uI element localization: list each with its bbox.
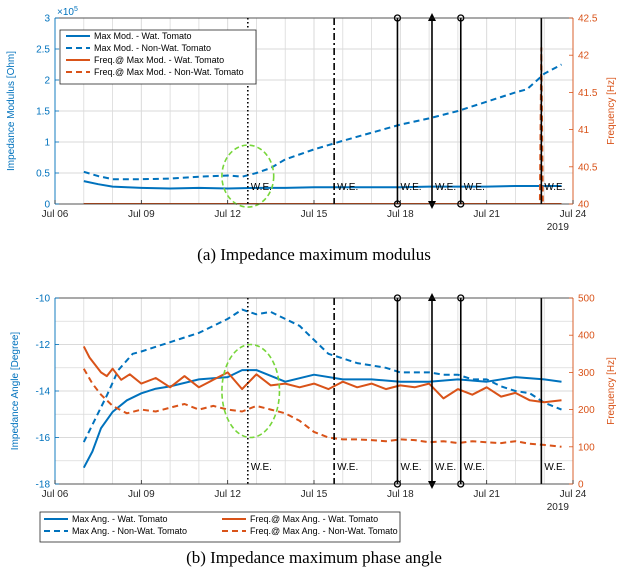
c0-y-tick-label-left-3: 1.5 (36, 107, 50, 118)
c0-x-tick-label-0: Jul 06 (42, 209, 69, 220)
c0-event-label-1: W.E. (337, 182, 358, 193)
c1-legend-label-0: Max Ang. - Wat. Tomato (72, 514, 168, 524)
c0-event-label-4: W.E. (464, 182, 485, 193)
c1-x-tick-label-0: Jul 06 (42, 489, 69, 500)
c1-y-tick-label-right-0: 0 (578, 480, 584, 491)
c1-y-tick-label-left-1: -16 (36, 433, 51, 444)
legend-box (59, 29, 257, 85)
c0-y-tick-label-right-4: 42 (578, 51, 590, 62)
c1-legend-label-3: Freq.@ Max Ang. - Non-Wat. Tomato (250, 526, 398, 536)
c0-x-tick-label-2: Jul 12 (214, 209, 241, 220)
c1-y-tick-label-right-4: 400 (578, 331, 595, 342)
c1-event-label-3: W.E. (435, 462, 456, 473)
c0-y-tick-label-left-2: 1 (44, 138, 50, 149)
c1-y-tick-label-right-1: 100 (578, 442, 595, 453)
caption-a: (a) Impedance maximum modulus (197, 245, 431, 264)
c0-y-axis-title-left: Impedance Modulus [Ohm] (6, 51, 17, 171)
c1-y-axis-title-right: Frequency [Hz] (606, 357, 617, 425)
c0-y-tick-label-left-6: 3 (44, 14, 50, 25)
c1-series-3-line (82, 368, 562, 448)
c1-y-tick-label-right-3: 300 (578, 368, 595, 379)
c1-event-marker-bottom-3 (427, 481, 436, 489)
c1-event-label-4: W.E. (464, 462, 485, 473)
c0-x-tick-label-3: Jul 15 (301, 209, 328, 220)
series-group (82, 308, 562, 469)
c1-legend-label-1: Max Ang. - Non-Wat. Tomato (72, 526, 187, 536)
c0-event-marker-top-3 (427, 13, 436, 21)
c0-legend-label-2: Freq.@ Max Mod. - Wat. Tomato (94, 55, 224, 65)
c0-y-axis-title-right: Frequency [Hz] (606, 77, 617, 145)
chart-phase-angle: W.E. W.E. W.E. W.E. W.E. W.E. Jul 06 Jul 09 Jul … (10, 293, 617, 543)
c0-x-tick-label-5: Jul 21 (473, 209, 500, 220)
c1-y-tick-label-left-3: -12 (36, 340, 51, 351)
c0-y-tick-label-left-0: 0 (44, 200, 50, 211)
c0-y-exponent-label: ×105 (57, 6, 78, 18)
c1-legend-label-2: Freq.@ Max Ang. - Wat. Tomato (250, 514, 378, 524)
c1-highlight-ellipse (221, 343, 281, 439)
c0-x-tick-label-1: Jul 09 (128, 209, 155, 220)
c1-series-1-line (82, 308, 562, 443)
c1-series-2-line (82, 345, 562, 404)
c0-event-marker-bottom-3 (427, 201, 436, 209)
c0-highlight-ellipse (221, 144, 275, 208)
c1-event-label-0: W.E. (251, 462, 272, 473)
c0-series-1-line (83, 63, 562, 181)
c1-y-axis-title-left: Impedance Angle [Degree] (10, 332, 21, 451)
c0-series-0-line (83, 180, 562, 190)
c0-event-label-5: W.E. (544, 182, 565, 193)
c0-event-label-3: W.E. (435, 182, 456, 193)
c0-x-tick-label-6: Jul 24 (560, 209, 587, 220)
c1-event-label-2: W.E. (400, 462, 421, 473)
c0-event-label-2: W.E. (400, 182, 421, 193)
c0-y-tick-label-left-4: 2 (44, 76, 50, 87)
c0-x-year-label: 2019 (547, 222, 570, 233)
c1-x-tick-label-3: Jul 15 (301, 489, 328, 500)
c1-legend: Max Ang. - Wat. Tomato Freq.@ Max Ang. - … (39, 511, 401, 543)
c1-event-label-5: W.E. (544, 462, 565, 473)
c0-y-tick-label-left-1: 0.5 (36, 169, 50, 180)
c1-y-tick-label-left-4: -10 (36, 294, 51, 305)
c1-x-tick-label-1: Jul 09 (128, 489, 155, 500)
c1-x-tick-label-6: Jul 24 (560, 489, 587, 500)
c1-y-tick-label-left-0: -18 (36, 480, 51, 491)
caption-b: (b) Impedance maximum phase angle (186, 548, 442, 567)
c1-x-tick-label-4: Jul 18 (387, 489, 414, 500)
c1-series-0-line (82, 369, 562, 469)
c0-x-tick-label-4: Jul 18 (387, 209, 414, 220)
c1-x-tick-label-5: Jul 21 (473, 489, 500, 500)
c0-y-tick-label-right-1: 40.5 (578, 162, 598, 173)
c1-event-label-1: W.E. (337, 462, 358, 473)
c0-y-tick-label-right-2: 41 (578, 125, 590, 136)
c0-y-tick-label-right-0: 40 (578, 200, 590, 211)
legend-box (39, 511, 401, 543)
c1-y-tick-label-left-2: -14 (36, 387, 51, 398)
chart-modulus: W.E. W.E. W.E. W.E. W.E. W.E. Jul 06 Jul 09 Jul … (6, 6, 617, 233)
c0-y-tick-label-right-5: 42.5 (578, 14, 598, 25)
c0-y-tick-label-left-5: 2.5 (36, 45, 50, 56)
c0-legend-label-0: Max Mod. - Wat. Tomato (94, 31, 192, 41)
c0-y-tick-label-right-3: 41.5 (578, 88, 598, 99)
c1-event-marker-top-3 (427, 293, 436, 301)
c0-legend: Max Mod. - Wat. Tomato Max Mod. - Non-Wat… (59, 29, 257, 85)
c1-y-tick-label-right-5: 500 (578, 294, 595, 305)
c1-x-year-label: 2019 (547, 502, 570, 513)
c0-legend-label-3: Freq.@ Max Mod. - Non-Wat. Tomato (94, 67, 244, 77)
c0-event-label-0: W.E. (251, 182, 272, 193)
c1-x-tick-label-2: Jul 12 (214, 489, 241, 500)
c0-legend-label-1: Max Mod. - Non-Wat. Tomato (94, 43, 211, 53)
c1-y-tick-label-right-2: 200 (578, 405, 595, 416)
